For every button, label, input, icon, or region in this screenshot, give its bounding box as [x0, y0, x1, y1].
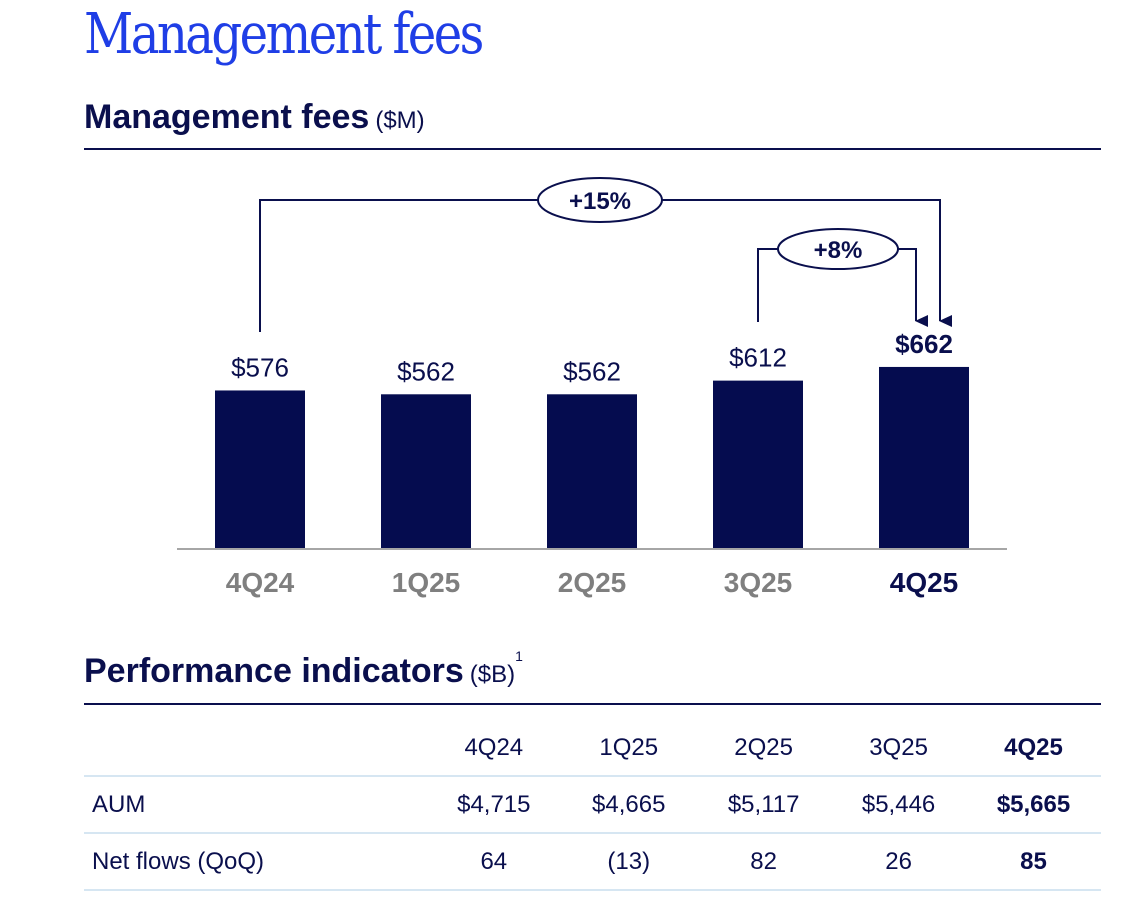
aum-4q25: $5,665 [966, 775, 1101, 833]
fees-section-title: Management fees ($M) [84, 98, 425, 137]
bar-1q25 [381, 394, 471, 548]
labels-group: $576 4Q24 $562 1Q25 $562 2Q25 $612 3Q25 $662 4Q25 [226, 329, 959, 598]
net-flows-1q25: (13) [561, 832, 697, 891]
value-label-2q25: $562 [563, 356, 621, 386]
category-label-4q25: 4Q25 [890, 567, 959, 598]
table-row-aum: AUM $4,715 $4,665 $5,117 $5,446 $5,665 [84, 775, 1101, 833]
value-label-1q25: $562 [397, 356, 455, 386]
table-row-net-flows: Net flows (QoQ) 64 (13) 82 26 85 [84, 832, 1101, 891]
indicators-section-title: Performance indicators ($B)1 [84, 648, 523, 691]
growth-annotation-3q25-4q25-badge [777, 228, 899, 270]
net-flows-4q25: 85 [966, 832, 1101, 891]
aum-3q25: $5,446 [831, 775, 967, 833]
indicators-section-rule [84, 703, 1101, 705]
table-header-row: 4Q24 1Q25 2Q25 3Q25 4Q25 [84, 720, 1101, 776]
indicators-title-text: Performance indicators [84, 652, 464, 690]
performance-table: 4Q24 1Q25 2Q25 3Q25 4Q25 AUM $4,715 $4,6… [84, 720, 1101, 891]
value-label-4q25: $662 [895, 329, 953, 359]
bar-3q25 [713, 380, 803, 548]
table-header-3q25: 3Q25 [869, 733, 928, 761]
table-header-1q25: 1Q25 [599, 733, 659, 761]
net-flows-3q25: 26 [831, 832, 967, 891]
category-label-1q25: 1Q25 [392, 567, 461, 598]
row-label-net-flows: Net flows (QoQ) [84, 832, 427, 891]
fees-section-rule [84, 148, 1101, 150]
category-label-4q24: 4Q24 [226, 567, 295, 598]
bar-2q25 [547, 394, 637, 548]
growth-annotation-3q25-4q25-label: +8% [814, 237, 863, 264]
bars-group [177, 366, 1007, 550]
footnote-marker: 1 [515, 648, 523, 664]
fees-unit: ($M) [375, 107, 425, 134]
growth-annotation-4q24-4q25-badge [537, 177, 663, 223]
aum-1q25: $4,665 [561, 775, 697, 833]
net-flows-4q24: 64 [426, 832, 562, 891]
bar-4q24 [215, 390, 305, 548]
management-fees-chart: $576 4Q24 $562 1Q25 $562 2Q25 $612 3Q25 $662 4Q25… [177, 177, 1007, 598]
annotations-group: +15% +8% [259, 177, 952, 332]
value-label-3q25: $612 [729, 343, 787, 373]
category-label-2q25: 2Q25 [558, 567, 627, 598]
indicators-unit: ($B) [469, 661, 516, 688]
fees-title-text: Management fees [84, 98, 370, 136]
page-title: Management fees [84, 2, 484, 67]
category-label-3q25: 3Q25 [724, 567, 793, 598]
table-header-4q24: 4Q24 [464, 733, 524, 761]
net-flows-2q25: 82 [696, 832, 832, 891]
aum-2q25: $5,117 [696, 775, 832, 833]
growth-annotation-4q24-4q25-label: +15% [569, 188, 631, 215]
table-header-blank [84, 720, 426, 776]
value-label-4q24: $576 [231, 352, 289, 382]
row-label-aum: AUM [84, 775, 427, 833]
bar-4q25 [879, 366, 969, 548]
aum-4q24: $4,715 [426, 775, 562, 833]
table-header-2q25: 2Q25 [734, 733, 793, 761]
table-header-4q25: 4Q25 [1004, 733, 1063, 761]
